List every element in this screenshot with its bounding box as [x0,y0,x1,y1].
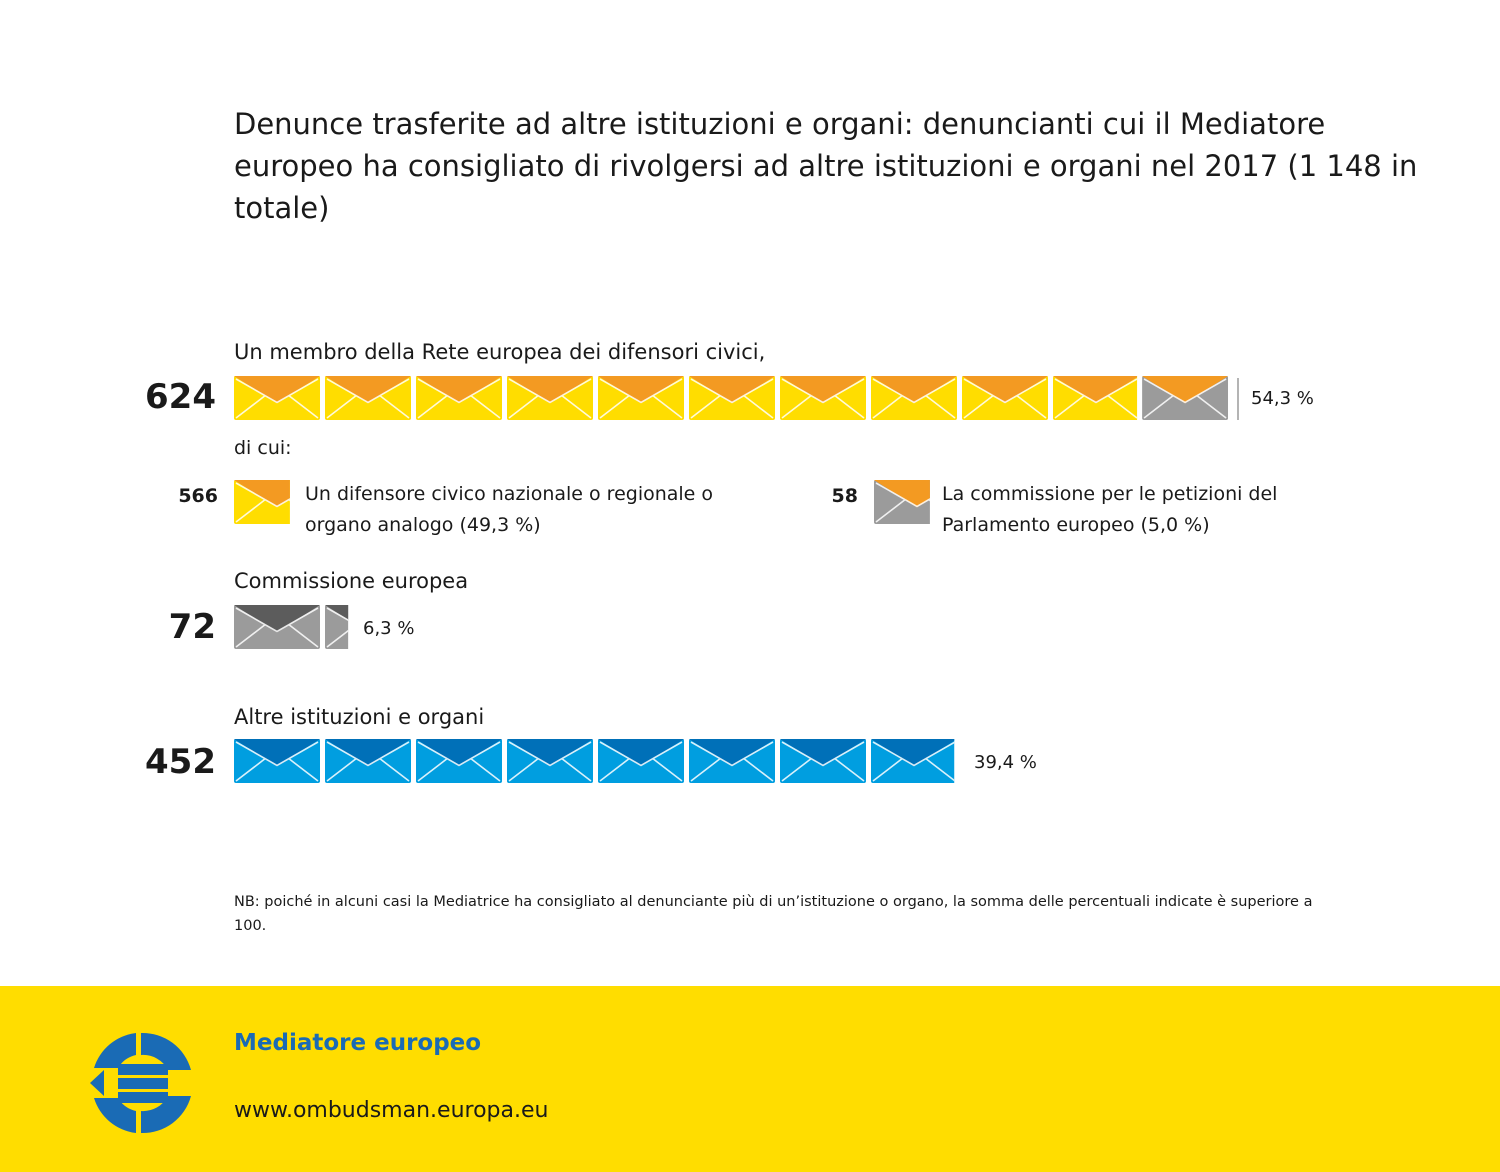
network-envelope-3 [507,376,593,420]
network-envelope-8 [962,376,1048,420]
breakdown-label: di cui: [234,437,292,459]
breakdown-count-national: 566 [178,485,218,507]
pct-network: 54,3 % [1251,388,1314,409]
network-envelope-7 [871,376,957,420]
footnote: NB: poiché in alcuni casi la Mediatrice … [234,894,1313,934]
other-envelope-3 [507,739,593,783]
breakdown-label-petitions: La commissione per le petizioni del Parl… [942,483,1278,536]
ombudsman-logo-icon [90,1032,191,1134]
other-envelope-5 [689,739,775,783]
breakdown-count-petitions: 58 [831,485,858,507]
legend-envelope-national [234,480,290,524]
network-envelope-10 [1142,376,1229,420]
other-envelope-4 [598,739,684,783]
other-envelope-7 [871,739,955,783]
category-label-other: Altre istituzioni e organi [234,705,485,729]
commission-envelope-0 [234,605,320,649]
pct-other: 39,4 % [974,752,1037,773]
category-label-network: Un membro della Rete europea dei difenso… [234,340,766,364]
legend-envelope-petitions [874,480,930,524]
commission-envelope-1 [325,605,349,649]
other-envelope-2 [416,739,502,783]
network-envelope-2 [416,376,502,420]
breakdown-label-national: Un difensore civico nazionale o regional… [305,483,714,536]
network-envelope-5 [689,376,775,420]
network-envelope-6 [780,376,866,420]
network-envelope-0 [234,376,320,420]
footer-band: Mediatore europeo www.ombudsman.europa.e… [0,986,1500,1172]
other-envelope-6 [780,739,866,783]
website-link[interactable]: www.ombudsman.europa.eu [234,1098,549,1123]
network-envelope-1 [325,376,411,420]
count-other: 452 [145,742,216,782]
chart-title: Denunce trasferite ad altre istituzioni … [234,107,1418,225]
other-envelope-1 [325,739,411,783]
brand-name: Mediatore europeo [234,1030,482,1056]
count-network: 624 [145,377,216,417]
other-envelope-0 [234,739,320,783]
envelope-bars [234,376,1239,783]
count-commission: 72 [168,607,216,647]
network-envelope-9 [1053,376,1138,420]
network-envelope-4 [598,376,684,420]
pct-commission: 6,3 % [363,618,415,639]
category-label-commission: Commissione europea [234,569,469,593]
